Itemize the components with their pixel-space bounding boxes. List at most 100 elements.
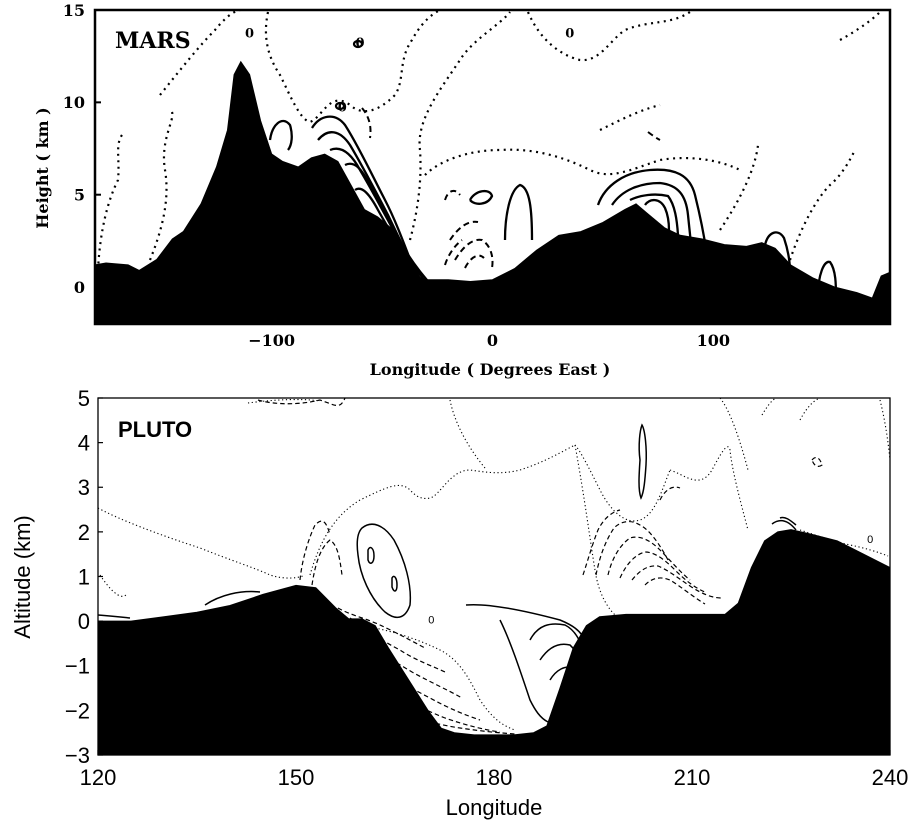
mars-contour xyxy=(647,131,661,141)
pluto-contour xyxy=(574,444,616,616)
pluto-y-tick-label: −2 xyxy=(65,698,90,723)
mars-contour xyxy=(449,220,479,241)
mars-contour xyxy=(599,103,661,131)
mars-panel-label: MARS xyxy=(115,28,191,54)
mars-panel: −100 0 100 0 5 10 15 MARS Longitude ( Degrees … xyxy=(33,1,892,379)
pluto-contour xyxy=(607,536,691,581)
pluto-y-tick-label: 4 xyxy=(78,431,90,456)
pluto-terrain xyxy=(98,529,890,755)
pluto-x-tick-label: 120 xyxy=(80,765,117,790)
pluto-contour xyxy=(204,590,261,606)
pluto-y-tick-label: 1 xyxy=(78,564,90,589)
pluto-contour xyxy=(669,446,749,531)
mars-contour xyxy=(644,198,671,231)
mars-contour xyxy=(408,11,511,241)
mars-contour-labels: 0 0 0 0 xyxy=(245,27,574,116)
pluto-contour xyxy=(619,551,706,593)
mars-contour xyxy=(424,148,741,176)
mars-contour xyxy=(148,111,174,261)
mars-contour xyxy=(788,149,856,261)
mars-x-tick-label: 100 xyxy=(697,331,730,350)
pluto-contour xyxy=(257,398,346,406)
mars-y-tick-label: 0 xyxy=(74,278,85,297)
pluto-y-tick-label: 5 xyxy=(78,386,90,411)
mars-contour xyxy=(352,39,364,49)
pluto-contour xyxy=(582,509,621,576)
mars-contour xyxy=(264,10,441,124)
pluto-contour xyxy=(644,577,706,605)
pluto-contour xyxy=(98,507,306,579)
pluto-panel: 120 150 180 210 240 −3 −2 −1 0 1 2 3 4 5 PLUTO Longit… xyxy=(10,386,908,820)
mars-contour xyxy=(596,168,710,263)
pluto-contour xyxy=(811,456,823,467)
mars-contour xyxy=(839,11,881,41)
mars-x-tick-label: 0 xyxy=(487,331,498,350)
mars-contour xyxy=(816,260,838,299)
pluto-y-tick-label: −3 xyxy=(65,743,90,768)
pluto-y-tick-label: 3 xyxy=(78,475,90,500)
pluto-x-tick-label: 240 xyxy=(872,765,909,790)
mars-ticks: −100 0 100 0 5 10 15 xyxy=(63,1,730,350)
pluto-contour xyxy=(779,516,797,526)
pluto-contour xyxy=(761,398,777,416)
mars-contour xyxy=(763,231,792,273)
pluto-x-tick-label: 150 xyxy=(278,765,315,790)
pluto-contour xyxy=(309,444,576,576)
mars-contour xyxy=(444,189,461,201)
mars-dashed-contours xyxy=(361,107,661,269)
mars-contour xyxy=(503,183,534,241)
mars-y-tick-label: 10 xyxy=(63,93,85,112)
mars-x-axis-label: Longitude ( Degrees East ) xyxy=(370,360,611,379)
pluto-contour xyxy=(337,607,426,649)
pluto-contour xyxy=(771,519,797,531)
mars-contour xyxy=(526,11,691,62)
mars-contour xyxy=(719,144,760,231)
mars-contour xyxy=(468,189,494,205)
pluto-contour xyxy=(99,574,127,597)
pluto-contour xyxy=(465,603,586,641)
mars-contour-label: 0 xyxy=(355,36,364,51)
mars-contour xyxy=(96,134,123,271)
pluto-contour xyxy=(638,423,647,500)
mars-contour xyxy=(361,107,372,139)
mars-contour xyxy=(464,254,485,269)
mars-contour xyxy=(629,193,680,236)
mars-terrain xyxy=(95,60,890,324)
mars-contour xyxy=(334,101,346,111)
mars-contour xyxy=(454,238,494,269)
mars-contour-label: 0 xyxy=(245,27,254,42)
pluto-x-tick-label: 210 xyxy=(674,765,711,790)
mars-contour xyxy=(344,162,435,289)
pluto-solid-contours xyxy=(98,423,797,723)
pluto-x-tick-label: 180 xyxy=(476,765,513,790)
mars-closed-contours xyxy=(334,39,364,111)
pluto-contour xyxy=(879,399,890,461)
mars-contour-label: 0 xyxy=(338,101,347,116)
pluto-y-tick-label: 2 xyxy=(78,520,90,545)
pluto-contour-label: 0 xyxy=(428,614,434,626)
pluto-x-axis-label: Longitude xyxy=(446,795,543,820)
pluto-y-tick-label: 0 xyxy=(78,609,90,634)
mars-y-tick-label: 15 xyxy=(63,1,85,20)
mars-contour xyxy=(159,10,241,96)
mars-contour xyxy=(268,119,293,151)
pluto-panel-label: PLUTO xyxy=(118,417,192,442)
pluto-contour-labels: 00 xyxy=(428,534,873,626)
mars-contour-label: 0 xyxy=(565,27,574,42)
pluto-y-tick-label: −1 xyxy=(65,654,90,679)
pluto-contour xyxy=(499,619,549,723)
pluto-contour xyxy=(311,539,343,586)
pluto-contour xyxy=(98,614,131,619)
mars-y-axis-label: Height ( km ) xyxy=(33,107,52,228)
pluto-contour xyxy=(367,546,375,564)
pluto-contour xyxy=(595,521,669,576)
mars-contour xyxy=(311,115,420,281)
pluto-contour xyxy=(574,444,671,522)
pluto-contour xyxy=(631,565,723,599)
pluto-contour xyxy=(799,398,821,421)
mars-x-tick-label: −100 xyxy=(248,331,295,350)
pluto-y-axis-label: Altitude (km) xyxy=(10,515,35,638)
pluto-contour xyxy=(659,486,681,501)
mars-dotted-contours xyxy=(96,10,881,271)
